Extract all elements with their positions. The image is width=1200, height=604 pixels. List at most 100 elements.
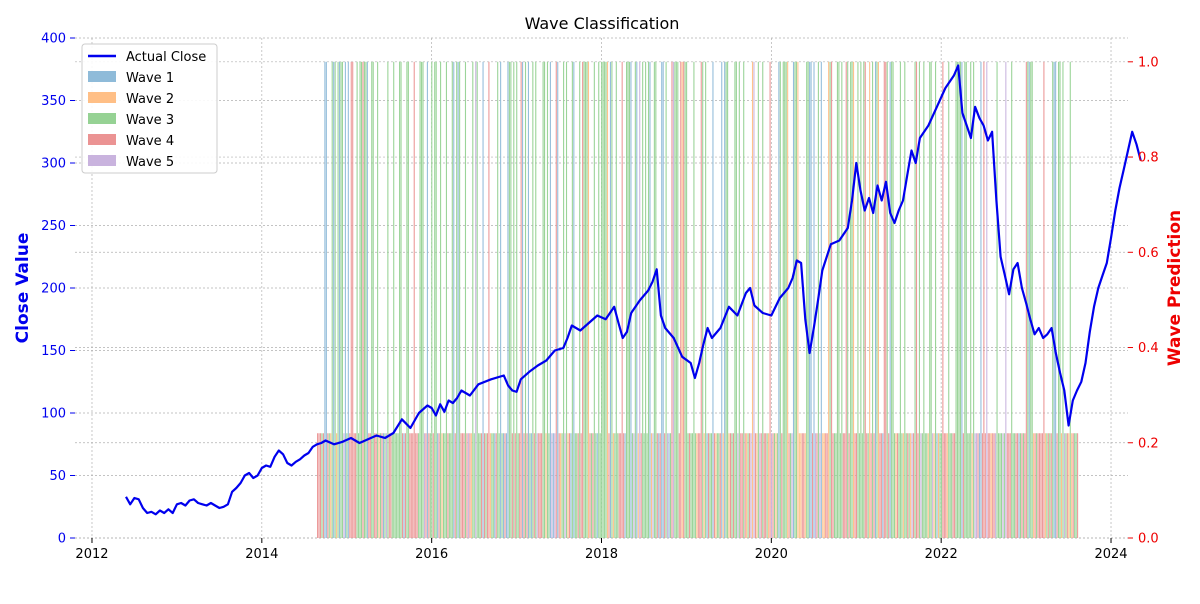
- wave-bar: [669, 433, 672, 538]
- wave-bar: [653, 61, 655, 539]
- legend-swatch-wave-5: [88, 155, 116, 166]
- wave-bar: [461, 433, 464, 538]
- wave-bar: [1046, 433, 1048, 538]
- wave-bar: [1040, 433, 1042, 538]
- wave-bar: [677, 61, 679, 539]
- wave-bar: [683, 61, 685, 539]
- wave-bar: [984, 433, 986, 538]
- wave-bar: [579, 61, 581, 539]
- wave-bar: [942, 61, 944, 539]
- wave-bar: [727, 61, 729, 539]
- wave-bar: [996, 61, 998, 539]
- y-tick-label: 400: [41, 32, 66, 47]
- wave-bar: [606, 61, 609, 539]
- wave-bar: [734, 61, 736, 539]
- wave-bar: [404, 433, 406, 538]
- y-tick-label: 100: [41, 407, 66, 422]
- wave-bar: [366, 61, 368, 539]
- wave-bar: [659, 433, 661, 538]
- wave-bar: [924, 433, 926, 538]
- wave-bar: [784, 61, 786, 539]
- wave-bar: [876, 61, 878, 539]
- y2-tick-label: 0.2: [1138, 436, 1159, 451]
- wave-bar: [737, 433, 739, 538]
- wave-bar: [937, 433, 940, 538]
- wave-bar: [447, 433, 449, 538]
- wave-bar: [344, 61, 346, 539]
- wave-bar: [826, 433, 828, 538]
- wave-bar: [1052, 61, 1054, 539]
- wave-bar: [857, 61, 859, 539]
- wave-bar: [450, 433, 452, 538]
- wave-bar: [431, 61, 433, 539]
- wave-bar: [1003, 433, 1005, 538]
- wave-bar: [990, 433, 992, 538]
- wave-bar: [712, 61, 714, 539]
- wave-bar: [722, 433, 724, 538]
- wave-bar: [459, 61, 461, 539]
- wave-bar: [387, 61, 389, 539]
- wave-bar: [661, 61, 663, 539]
- wave-bar: [406, 61, 408, 539]
- wave-bar: [773, 433, 776, 538]
- wave-bar: [384, 433, 386, 538]
- wave-bar: [1068, 433, 1070, 538]
- wave-bar: [457, 61, 459, 539]
- wave-bar: [680, 61, 682, 539]
- wave-bar: [444, 433, 446, 538]
- wave-bar: [933, 433, 935, 538]
- wave-bar: [524, 61, 527, 539]
- wave-bar: [435, 61, 437, 539]
- wave-bar: [1028, 61, 1030, 539]
- wave-bar: [369, 433, 371, 538]
- wave-bar: [381, 433, 383, 538]
- wave-bar: [321, 433, 323, 538]
- wave-bar: [317, 433, 319, 538]
- wave-bar: [516, 61, 518, 539]
- wave-bar: [420, 61, 423, 539]
- wave-bar: [377, 61, 379, 539]
- wave-bar: [391, 433, 393, 538]
- wave-bar: [693, 61, 695, 539]
- wave-bar: [596, 433, 598, 538]
- wave-bar: [706, 433, 708, 538]
- wave-bar: [955, 61, 957, 539]
- wave-bar: [451, 61, 453, 539]
- wave-bar: [694, 433, 696, 538]
- y2-tick-label: 1.0: [1138, 55, 1159, 70]
- wave-bar: [333, 61, 335, 539]
- wave-bar: [437, 433, 439, 538]
- wave-bar: [371, 61, 373, 539]
- wave-bar: [923, 61, 925, 539]
- y-tick-label: 250: [41, 219, 66, 234]
- wave-bar: [965, 61, 967, 539]
- wave-bar: [601, 61, 603, 539]
- wave-bar: [1044, 433, 1046, 538]
- wave-bar: [915, 61, 918, 539]
- wave-bar: [718, 433, 720, 538]
- close-line-layer: [125, 64, 1142, 516]
- wave-bar: [847, 61, 849, 539]
- wave-bar: [896, 433, 899, 538]
- wave-bar: [861, 433, 863, 538]
- wave-bar: [825, 433, 827, 538]
- wave-bar: [728, 433, 730, 538]
- wave-bar: [412, 433, 414, 538]
- wave-bar: [794, 61, 796, 539]
- wave-bar: [582, 61, 584, 539]
- wave-bar: [667, 433, 669, 538]
- wave-bar: [709, 433, 711, 538]
- wave-bar: [962, 433, 964, 538]
- wave-bar: [467, 433, 469, 538]
- x-tick-label: 2014: [245, 547, 278, 562]
- wave-bar: [775, 433, 777, 538]
- wave-bar: [612, 433, 614, 538]
- wave-bar: [866, 433, 868, 538]
- wave-bar: [822, 433, 824, 538]
- wave-bar: [820, 61, 822, 539]
- wave-bar: [888, 433, 890, 538]
- legend-label-wave-1: Wave 1: [126, 71, 174, 86]
- wave-bar: [589, 433, 591, 538]
- wave-bar: [476, 61, 478, 539]
- wave-bar: [901, 433, 903, 538]
